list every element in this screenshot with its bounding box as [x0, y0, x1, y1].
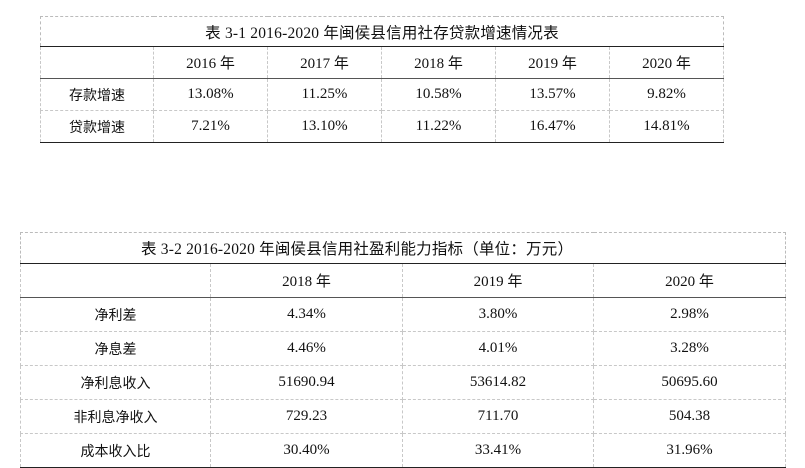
table-cell: 33.41%	[402, 433, 594, 468]
table-cell: 14.81%	[609, 110, 724, 143]
table-cell: 13.08%	[153, 78, 268, 111]
table-cell: 711.70	[402, 399, 594, 434]
table-cell: 51690.94	[210, 365, 403, 400]
table-cell: 31.96%	[592, 433, 787, 468]
table-cell: 50695.60	[592, 365, 787, 400]
table-cell: 3.80%	[402, 297, 594, 332]
table-caption: 表 3-1 2016-2020 年闽侯县信用社存贷款增速情况表	[40, 16, 724, 47]
table-cell: 53614.82	[402, 365, 594, 400]
header-row: 2016 年 2017 年 2018 年 2019 年 2020 年	[40, 46, 724, 79]
header-cell	[40, 46, 154, 79]
table-cell: 13.10%	[267, 110, 382, 143]
table-cell: 504.38	[592, 399, 787, 434]
table-row: 成本收入比 30.40% 33.41% 31.96%	[20, 433, 787, 468]
header-cell: 2019 年	[495, 46, 610, 79]
row-label: 存款增速	[40, 78, 154, 111]
table-cell: 11.25%	[267, 78, 382, 111]
row-label: 贷款增速	[40, 110, 154, 143]
table-cell: 16.47%	[495, 110, 610, 143]
table-row: 存款增速 13.08% 11.25% 10.58% 13.57% 9.82%	[40, 78, 724, 111]
row-label: 净利差	[20, 297, 211, 332]
table-row: 非利息净收入 729.23 711.70 504.38	[20, 399, 787, 434]
table-cell: 13.57%	[495, 78, 610, 111]
table-cell: 3.28%	[592, 331, 787, 366]
table-cell: 7.21%	[153, 110, 268, 143]
header-cell: 2018 年	[210, 263, 403, 298]
header-cell: 2017 年	[267, 46, 382, 79]
row-label: 非利息净收入	[20, 399, 211, 434]
header-cell: 2016 年	[153, 46, 268, 79]
table-cell: 10.58%	[381, 78, 496, 111]
header-cell: 2019 年	[402, 263, 594, 298]
row-label: 净利息收入	[20, 365, 211, 400]
header-cell	[20, 263, 211, 298]
header-cell: 2018 年	[381, 46, 496, 79]
header-cell: 2020 年	[609, 46, 724, 79]
row-label: 成本收入比	[20, 433, 211, 468]
table-row: 净利差 4.34% 3.80% 2.98%	[20, 297, 787, 332]
table-caption: 表 3-2 2016-2020 年闽侯县信用社盈利能力指标（单位：万元）	[19, 232, 787, 264]
table-cell: 4.01%	[402, 331, 594, 366]
table-row: 净利息收入 51690.94 53614.82 50695.60	[20, 365, 787, 400]
profitability-table: 表 3-2 2016-2020 年闽侯县信用社盈利能力指标（单位：万元） 201…	[19, 232, 787, 468]
table-cell: 729.23	[210, 399, 403, 434]
table-cell: 4.34%	[210, 297, 403, 332]
table-cell: 4.46%	[210, 331, 403, 366]
deposit-loan-growth-table: 表 3-1 2016-2020 年闽侯县信用社存贷款增速情况表 2016 年 2…	[40, 16, 724, 143]
table-cell: 9.82%	[609, 78, 724, 111]
table-row: 净息差 4.46% 4.01% 3.28%	[20, 331, 787, 366]
header-row: 2018 年 2019 年 2020 年	[20, 263, 787, 298]
table-cell: 11.22%	[381, 110, 496, 143]
row-label: 净息差	[20, 331, 211, 366]
table-cell: 30.40%	[210, 433, 403, 468]
table-row: 贷款增速 7.21% 13.10% 11.22% 16.47% 14.81%	[40, 110, 724, 143]
header-cell: 2020 年	[592, 263, 787, 298]
table-cell: 2.98%	[592, 297, 787, 332]
